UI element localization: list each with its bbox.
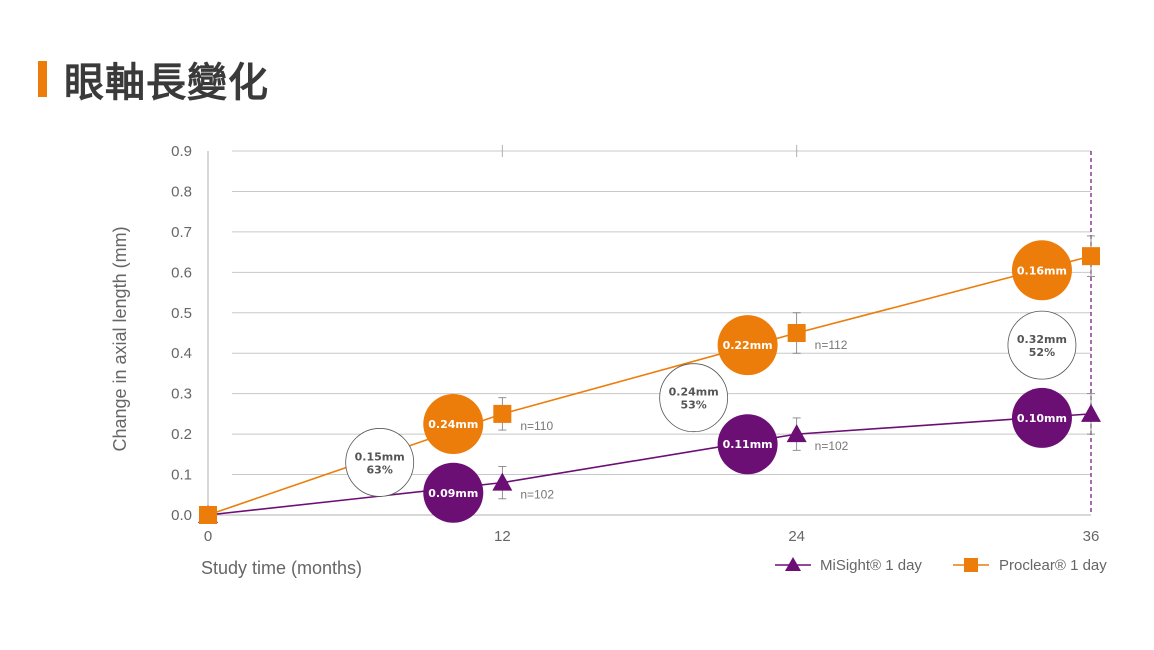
difference-bubble: [659, 363, 729, 433]
square-marker: [1082, 247, 1100, 266]
sample-size-label: n=102: [815, 439, 849, 453]
title-accent-bar: [38, 61, 47, 97]
difference-bubble: [345, 428, 415, 497]
triangle-marker: [492, 472, 513, 491]
difference-percent: 53%: [680, 399, 706, 412]
axes: 0.0 0.1 0.2 0.3 0.4 0.5 0.6 0.7 0.8 0.9 0 12 24 36: [171, 143, 1099, 545]
value-bubble-label: 0.09mm: [428, 487, 478, 500]
y-tick-label: 0.0: [171, 507, 192, 524]
y-tick-label: 0.1: [171, 467, 192, 484]
value-bubble: [1011, 240, 1072, 301]
difference-value: 0.15mm: [355, 450, 405, 463]
legend-label: MiSight® 1 day: [820, 557, 922, 574]
value-bubble: [1011, 387, 1072, 448]
x-axis-label: Study time (months): [201, 558, 362, 578]
legend-label: Proclear® 1 day: [999, 557, 1107, 574]
y-tick-label: 0.5: [171, 305, 192, 322]
sample-size-label: n=110: [520, 419, 553, 433]
legend-square-marker: [964, 558, 978, 572]
value-bubble-label: 0.10mm: [1017, 412, 1067, 425]
square-marker: [787, 324, 806, 342]
triangle-marker: [786, 424, 807, 443]
difference-percent: 63%: [367, 463, 393, 476]
triangle-marker: [1081, 403, 1101, 422]
value-bubble: [423, 462, 484, 523]
series-line-0: [207, 413, 1092, 516]
x-tick-label: 24: [788, 528, 805, 545]
y-tick-label: 0.3: [171, 386, 192, 403]
series-lines: [207, 255, 1092, 516]
series-markers: n=102 n=102 n=110 n=112: [198, 235, 1101, 524]
y-tick-label: 0.4: [171, 345, 192, 362]
value-bubble-label: 0.16mm: [1017, 264, 1067, 277]
y-tick-label: 0.7: [171, 224, 192, 241]
y-axis-label: Change in axial length (mm): [110, 226, 130, 451]
value-bubble-label: 0.11mm: [723, 438, 773, 451]
series-line-1: [207, 255, 1092, 516]
difference-percent: 52%: [1029, 346, 1055, 359]
value-bubble: [423, 394, 484, 454]
grid-lines: [232, 150, 1091, 476]
difference-value: 0.24mm: [669, 386, 719, 399]
y-tick-label: 0.9: [171, 143, 192, 160]
value-bubbles: 0.15mm63%0.24mm53%0.32mm52%0.09mm0.11mm0…: [345, 240, 1077, 523]
difference-bubble: [1007, 310, 1077, 380]
value-bubble-label: 0.24mm: [428, 418, 478, 431]
y-tick-label: 0.2: [171, 426, 192, 443]
legend: MiSight® 1 day Proclear® 1 day: [775, 557, 1107, 574]
square-marker: [199, 506, 217, 524]
legend-triangle-marker: [785, 557, 801, 571]
x-tick-label: 36: [1083, 528, 1100, 545]
sample-size-label: n=112: [815, 338, 848, 352]
square-marker: [493, 404, 512, 423]
page-title: 眼軸長變化: [64, 60, 269, 106]
difference-value: 0.32mm: [1017, 333, 1067, 346]
value-bubble: [717, 315, 778, 376]
x-tick-label: 12: [494, 528, 511, 545]
value-bubble: [717, 414, 778, 475]
value-bubble-label: 0.22mm: [723, 339, 773, 352]
x-tick-label: 0: [204, 528, 212, 545]
y-tick-label: 0.8: [171, 183, 192, 200]
sample-size-label: n=102: [520, 488, 554, 502]
y-tick-label: 0.6: [171, 264, 192, 281]
